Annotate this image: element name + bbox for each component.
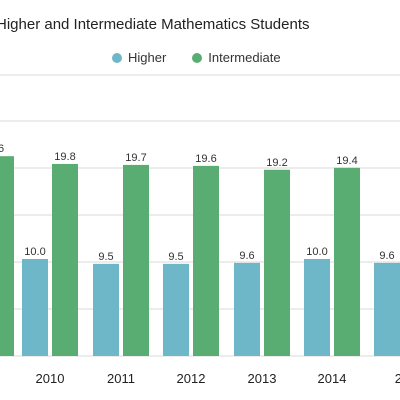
bar-higher-2014 [304,259,330,356]
value-label-intermediate-2013: 19.2 [266,157,287,169]
bar-intermediate-2014 [334,167,360,356]
value-label-higher-2010: 10.0 [24,246,45,258]
value-label-intermediate-2009: 6 [0,143,4,155]
legend-label-higher: Higher [128,50,167,65]
value-label-higher-2012: 9.5 [168,251,183,263]
bar-higher-2012 [163,263,189,356]
x-tick-label-2010: 2010 [36,371,65,386]
value-label-intermediate-2010: 19.8 [54,151,75,163]
x-tick-label-2011: 2011 [107,371,135,386]
value-label-higher-2014: 10.0 [306,246,327,258]
x-tick-label-2014: 2014 [318,371,347,386]
bar-higher-2010 [22,259,48,356]
value-label-higher-2011: 9.5 [98,251,113,263]
bar-intermediate-2012 [193,165,219,356]
bar-intermediate-2010 [52,163,78,356]
legend-label-intermediate: Intermediate [208,50,281,65]
x-tick-label-2013: 2013 [248,371,277,386]
value-label-higher-2013: 9.6 [239,250,254,262]
x-tick-label-2015: 20 [395,371,400,386]
legend-swatch-higher [112,52,122,63]
bar-intermediate-2009 [0,156,14,356]
legend-item-intermediate: Intermediate [192,50,281,65]
bar-intermediate-2011 [123,164,149,356]
x-tick-label-2012: 2012 [177,371,206,386]
value-label-higher-2015: 9.6 [379,250,394,262]
legend-swatch-intermediate [192,52,203,63]
chart-legend: Higher Intermediate [112,50,299,65]
bar-higher-2011 [93,263,119,356]
bar-higher-2015 [374,262,400,356]
bar-higher-2013 [234,262,260,356]
value-label-intermediate-2011: 19.7 [125,152,146,164]
value-label-intermediate-2014: 19.4 [336,155,357,167]
legend-item-higher: Higher [112,50,166,65]
chart-title: Higher and Intermediate Mathematics Stud… [0,16,310,33]
bar-intermediate-2013 [264,169,290,356]
value-label-intermediate-2012: 19.6 [195,153,216,165]
